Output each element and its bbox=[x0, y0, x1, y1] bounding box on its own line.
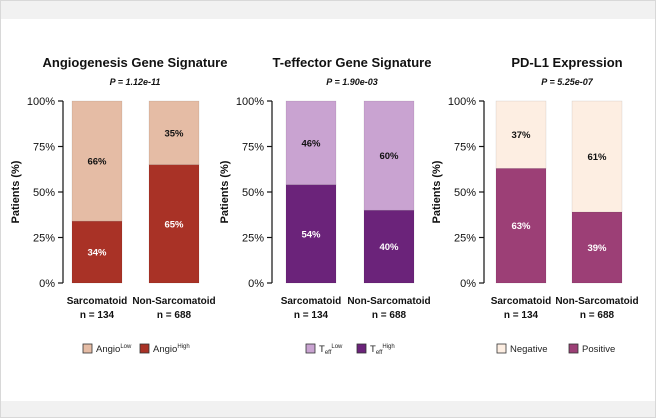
category-label: Sarcomatoid bbox=[67, 296, 128, 307]
category-label: Non-Sarcomatoid bbox=[347, 296, 430, 307]
chart-title: PD-L1 Expression bbox=[511, 55, 622, 70]
data-label: 66% bbox=[87, 157, 107, 168]
data-label: 35% bbox=[164, 128, 184, 139]
category-label: Sarcomatoid bbox=[281, 296, 342, 307]
bar-bottom-segment bbox=[363, 209, 415, 284]
data-label: 65% bbox=[164, 219, 184, 230]
n-label: n = 134 bbox=[504, 310, 539, 321]
n-label: n = 688 bbox=[372, 310, 407, 321]
top-band bbox=[1, 1, 655, 19]
data-label: 46% bbox=[301, 138, 321, 149]
y-tick-label: 75% bbox=[242, 142, 264, 154]
y-tick-label: 0% bbox=[460, 278, 476, 290]
bar-bottom-segment bbox=[571, 211, 623, 284]
n-label: n = 134 bbox=[80, 310, 115, 321]
category-label: Sarcomatoid bbox=[491, 296, 552, 307]
p-value: P = 1.90e-03 bbox=[326, 77, 377, 87]
bottom-band bbox=[1, 401, 655, 417]
y-tick-label: 75% bbox=[454, 142, 476, 154]
n-label: n = 688 bbox=[157, 310, 192, 321]
y-axis-label: Patients (%) bbox=[10, 160, 22, 223]
data-label: 54% bbox=[301, 229, 321, 240]
chart-panel-2: T-effector Gene Signature P = 1.90e-03 Pat… bbox=[219, 55, 431, 356]
legend-label: TeffLow bbox=[319, 344, 343, 356]
y-tick-label: 100% bbox=[448, 96, 476, 108]
data-label: 63% bbox=[511, 221, 531, 232]
y-tick-label: 50% bbox=[242, 187, 264, 199]
p-value: P = 5.25e-07 bbox=[541, 77, 593, 87]
bar-bottom-segment bbox=[495, 168, 547, 284]
chart-panel-1: Angiogenesis Gene Signature P = 1.12e-11 P… bbox=[10, 55, 227, 355]
legend-label: AngioLow bbox=[96, 344, 132, 355]
bar-bottom-segment bbox=[285, 184, 337, 284]
bar-top-segment bbox=[71, 100, 123, 222]
data-label: 39% bbox=[587, 243, 607, 254]
n-label: n = 134 bbox=[294, 310, 329, 321]
legend-label: AngioHigh bbox=[153, 344, 190, 355]
data-label: 34% bbox=[87, 248, 107, 259]
chart-title: Angiogenesis Gene Signature bbox=[43, 55, 228, 70]
legend-swatch bbox=[305, 343, 316, 354]
p-value: P = 1.12e-11 bbox=[110, 77, 161, 87]
data-label: 60% bbox=[379, 151, 399, 162]
y-tick-label: 0% bbox=[248, 278, 264, 290]
y-tick-label: 50% bbox=[33, 187, 55, 199]
legend-label: Positive bbox=[582, 344, 615, 355]
legend-label: TeffHigh bbox=[370, 344, 395, 356]
bar-top-segment bbox=[363, 100, 415, 211]
bar-top-segment bbox=[285, 100, 337, 185]
y-tick-label: 25% bbox=[454, 233, 476, 245]
bar-top-segment bbox=[148, 100, 200, 165]
data-label: 37% bbox=[511, 130, 531, 141]
y-tick-label: 25% bbox=[33, 233, 55, 245]
n-label: n = 688 bbox=[580, 310, 615, 321]
y-tick-label: 0% bbox=[39, 278, 55, 290]
bar-top-segment bbox=[495, 100, 547, 169]
legend-swatch bbox=[139, 343, 150, 354]
bar-top-segment bbox=[571, 100, 623, 213]
chart-panel-3: PD-L1 Expression P = 5.25e-07 Patients (%)… bbox=[431, 55, 639, 355]
y-tick-label: 100% bbox=[27, 96, 55, 108]
legend-swatch bbox=[356, 343, 367, 354]
y-tick-label: 100% bbox=[236, 96, 264, 108]
chart-title: T-effector Gene Signature bbox=[273, 55, 432, 70]
y-tick-label: 75% bbox=[33, 142, 55, 154]
y-axis-label: Patients (%) bbox=[219, 160, 231, 223]
category-label: Non-Sarcomatoid bbox=[555, 296, 638, 307]
legend-label: Negative bbox=[510, 344, 548, 355]
data-label: 61% bbox=[587, 152, 607, 163]
legend-swatch bbox=[496, 343, 507, 354]
category-label: Non-Sarcomatoid bbox=[132, 296, 215, 307]
data-label: 40% bbox=[379, 242, 399, 253]
y-tick-label: 25% bbox=[242, 233, 264, 245]
y-tick-label: 50% bbox=[454, 187, 476, 199]
legend-swatch bbox=[568, 343, 579, 354]
legend-swatch bbox=[82, 343, 93, 354]
y-axis-label: Patients (%) bbox=[431, 160, 443, 223]
